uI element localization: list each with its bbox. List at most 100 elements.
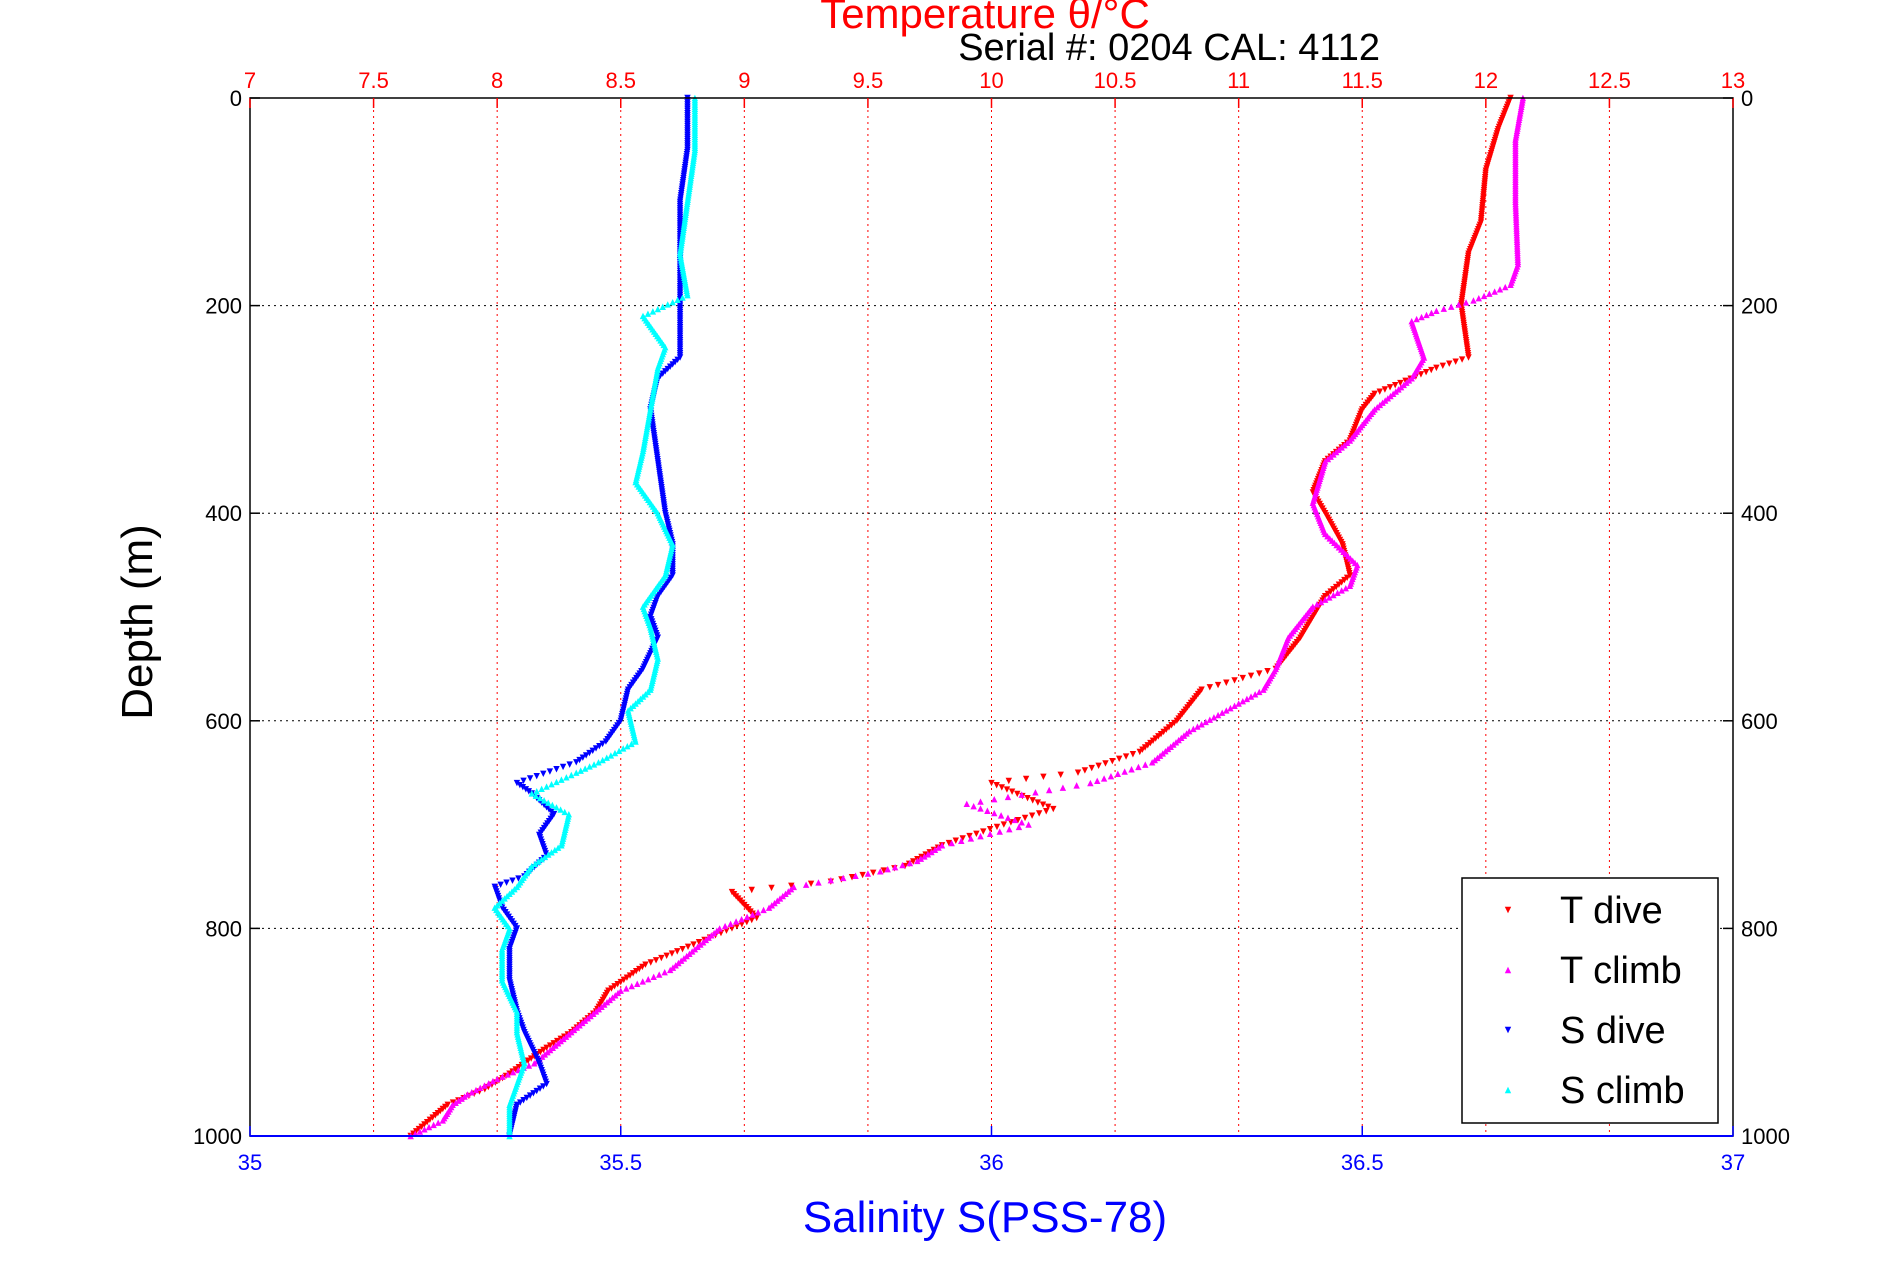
series-t-climb (407, 94, 1527, 1140)
data-point (1095, 762, 1102, 769)
temperature-tick-label: 9.5 (853, 68, 884, 93)
data-point (1239, 674, 1246, 682)
data-point (573, 759, 580, 766)
data-point (1094, 777, 1101, 784)
data-point (581, 765, 589, 772)
data-point (531, 860, 539, 868)
data-point (1260, 686, 1267, 693)
data-point (1428, 309, 1435, 317)
data-point (674, 296, 681, 304)
legend-label: T climb (1560, 950, 1682, 992)
data-point (636, 965, 643, 973)
data-point (607, 752, 615, 759)
data-point (509, 1069, 517, 1076)
data-point (540, 1083, 547, 1090)
data-point (1018, 819, 1025, 826)
data-point (548, 849, 555, 856)
data-point (807, 880, 815, 887)
data-point (1330, 591, 1337, 599)
legend-marker (1504, 906, 1512, 914)
data-point (1014, 816, 1022, 824)
data-point (1256, 670, 1263, 677)
depth-tick-label: 600 (205, 709, 242, 734)
data-point (563, 774, 570, 781)
data-point (1005, 777, 1013, 785)
data-point (586, 763, 593, 770)
data-point (996, 828, 1003, 835)
data-point (815, 879, 822, 886)
data-point (655, 971, 663, 978)
data-point (525, 1062, 533, 1069)
salinity-tick-label: 36.5 (1341, 1150, 1384, 1175)
data-point (624, 742, 631, 750)
legend-label: S climb (1560, 1070, 1685, 1112)
data-point (526, 775, 534, 782)
data-point (666, 966, 674, 974)
data-point (1142, 761, 1149, 768)
data-point (695, 939, 703, 946)
data-point (517, 1099, 524, 1106)
data-point (458, 1095, 465, 1102)
data-point (1422, 369, 1430, 376)
data-point (1043, 808, 1050, 815)
data-point (1040, 773, 1047, 781)
data-point (647, 959, 654, 966)
legend: T dive T climb S dive S climb (1461, 877, 1719, 1124)
data-point (525, 788, 533, 795)
data-point (864, 870, 872, 877)
data-point (668, 950, 676, 957)
data-point (485, 1080, 492, 1087)
data-point (852, 872, 859, 879)
data-point (914, 857, 921, 865)
data-point (891, 863, 899, 871)
data-point (1439, 362, 1447, 370)
data-point (1317, 598, 1325, 606)
data-point (1376, 388, 1383, 395)
legend-label: S dive (1560, 1010, 1666, 1052)
data-point (512, 1066, 519, 1073)
data-series (407, 94, 1527, 1140)
data-point (991, 809, 998, 817)
data-point (1045, 786, 1053, 794)
data-point (1470, 297, 1477, 304)
data-point (727, 920, 734, 927)
data-point (629, 970, 637, 977)
data-point (554, 844, 562, 851)
data-point (654, 305, 662, 313)
data-point (663, 952, 670, 960)
data-point (592, 745, 600, 752)
data-point (526, 1092, 534, 1099)
data-point (669, 298, 676, 306)
data-point (553, 1037, 561, 1045)
data-point (430, 1121, 437, 1129)
data-point (945, 839, 953, 847)
data-point (1247, 672, 1255, 680)
data-point (935, 844, 942, 851)
data-point (1386, 384, 1394, 391)
data-point (1480, 292, 1488, 300)
data-point (1129, 751, 1137, 758)
data-point (1218, 709, 1226, 716)
data-point (1256, 688, 1263, 696)
data-point (679, 294, 686, 301)
data-point (1028, 812, 1036, 819)
data-point (452, 1099, 459, 1106)
data-point (461, 1093, 468, 1100)
temperature-tick-label: 8.5 (605, 68, 636, 93)
legend-marker (1504, 966, 1512, 974)
data-point (421, 1126, 428, 1133)
data-point (1342, 584, 1349, 592)
data-point (540, 770, 547, 778)
data-point (1496, 286, 1504, 293)
data-point (522, 786, 530, 793)
data-point (620, 976, 628, 984)
data-point (590, 761, 598, 768)
data-point (1455, 301, 1462, 308)
data-point (639, 963, 646, 971)
data-point (549, 801, 556, 809)
data-point (917, 855, 925, 862)
data-point (993, 823, 1001, 831)
data-point (1050, 805, 1057, 813)
data-point (948, 839, 955, 847)
data-point (1000, 821, 1008, 828)
